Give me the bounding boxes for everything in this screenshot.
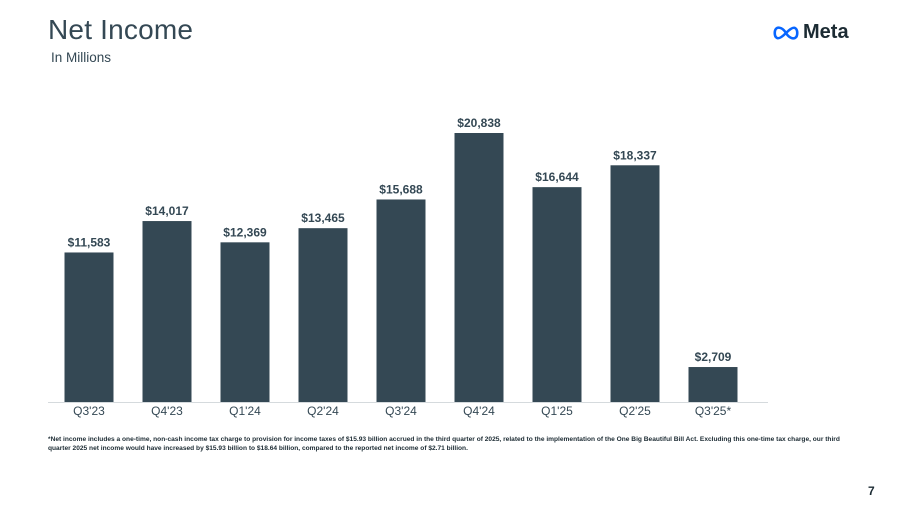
bar-Q4'24 <box>454 133 504 402</box>
x-tick-label: Q1'24 <box>229 404 261 418</box>
value-label: $15,688 <box>379 182 423 196</box>
value-label: $18,337 <box>613 148 657 162</box>
value-label: $2,709 <box>695 350 732 364</box>
net-income-bar-chart: $11,583 Q3'23 $14,017 Q4'23 $12,369 Q1'24 $13,… <box>48 116 768 418</box>
x-tick-label: Q4'24 <box>463 404 495 418</box>
bar-Q3'24 <box>376 199 426 402</box>
bar-Q2'25 <box>610 165 660 402</box>
value-label: $16,644 <box>535 170 579 184</box>
logo-text: Meta <box>803 21 849 43</box>
value-label: $14,017 <box>145 204 189 218</box>
page-title: Net Income <box>48 14 194 45</box>
value-label: $11,583 <box>68 235 111 249</box>
bar-Q1'25 <box>532 187 582 402</box>
page-subtitle: In Millions <box>51 50 112 65</box>
x-tick-label: Q3'23 <box>73 404 105 418</box>
footnote: *Net income includes a one-time, non-cas… <box>48 436 840 452</box>
bar-Q2'24 <box>298 228 348 402</box>
x-tick-label: Q2'25 <box>619 404 651 418</box>
bar-Q3'25* <box>688 367 738 402</box>
x-tick-label: Q1'25 <box>541 404 573 418</box>
x-tick-label: Q3'25* <box>695 404 732 418</box>
meta-infinity-icon <box>773 25 799 40</box>
page-number: 7 <box>868 484 875 498</box>
bar-Q1'24 <box>220 242 270 402</box>
meta-logo: Meta <box>773 21 849 44</box>
bar-Q4'23 <box>142 221 192 402</box>
x-tick-label: Q4'23 <box>151 404 183 418</box>
value-label: $20,838 <box>457 116 501 130</box>
x-tick-label: Q3'24 <box>385 404 417 418</box>
value-label: $12,369 <box>223 225 267 239</box>
x-tick-label: Q2'24 <box>307 404 339 418</box>
bar-Q3'23 <box>64 252 114 402</box>
value-label: $13,465 <box>301 211 345 225</box>
